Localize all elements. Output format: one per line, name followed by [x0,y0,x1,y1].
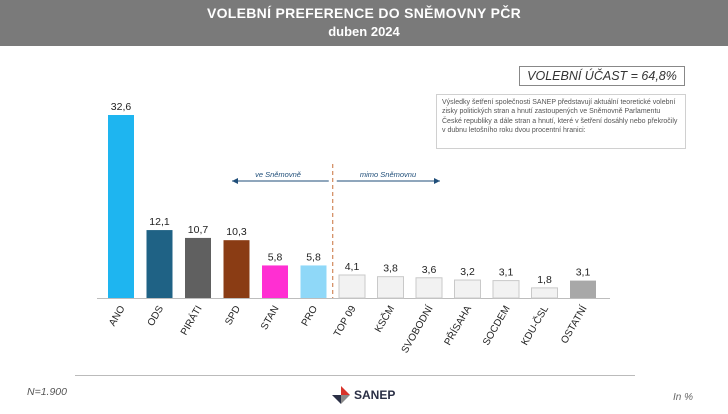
category-label: PIRÁTI [177,303,204,337]
category-label: SPD [223,304,243,327]
bar-kdu-čsl [531,287,558,299]
data-label: 10,7 [188,224,209,236]
data-label: 5,8 [268,251,283,263]
logo-text: SANEP [354,388,396,402]
data-label: 3,1 [499,267,514,279]
data-label: 32,6 [111,101,132,113]
unit-label: In % [673,392,694,403]
category-label: STAN [259,304,281,332]
in-parliament-label: ve Sněmovně [255,170,301,179]
bar-pro [300,265,327,298]
data-label: 4,1 [345,261,360,273]
data-label: 3,6 [422,264,437,276]
category-label: PŘÍSAHA [441,303,474,348]
data-label: 10,3 [226,226,247,238]
bar-přísaha [454,279,481,299]
sanep-logo: SANEP [331,384,395,406]
data-label: 1,8 [537,274,552,286]
sanep-logo-icon [332,386,350,404]
footer-divider [75,375,635,376]
bar-stan [262,265,288,298]
chart-title: VOLEBNÍ PREFERENCE DO SNĚMOVNY PČR [206,5,522,21]
data-label: 3,1 [576,267,591,279]
category-label: ANO [107,304,127,328]
bar-ano [108,115,134,298]
bar-piráti [185,237,211,298]
turnout-box: VOLEBNÍ ÚČAST = 64,8% [519,66,685,86]
data-label: 3,2 [460,266,475,278]
outside-parliament-arrowhead [434,178,440,184]
category-label: SVOBODNÍ [398,303,436,355]
bar-ostatní [570,280,596,298]
sample-size: N=1.900 [27,386,67,398]
bar-ksčm [377,276,404,299]
category-label: TOP 09 [332,304,359,339]
bar-top-09 [338,274,366,299]
category-label: KDU-ČSL [518,303,551,348]
data-label: 5,8 [306,251,321,263]
category-label: PRO [300,304,320,328]
in-parliament-arrowhead [232,178,238,184]
bar-svobodní [415,277,443,299]
bar-socdem [492,280,520,299]
bar-spd [223,240,250,298]
chart-subtitle: duben 2024 [328,24,400,39]
category-label: SOCDEM [481,304,512,348]
category-label: KSČM [371,303,397,335]
category-label: OSTATNÍ [557,303,589,346]
data-label: 3,8 [383,263,398,275]
header-bar [0,0,728,46]
bar-ods [146,230,173,298]
data-label: 12,1 [149,216,170,228]
methodology-note: Výsledky šetření společnosti SANEP předs… [436,94,686,149]
category-label: ODS [146,304,167,329]
outside-parliament-label: mimo Sněmovnu [360,170,417,179]
